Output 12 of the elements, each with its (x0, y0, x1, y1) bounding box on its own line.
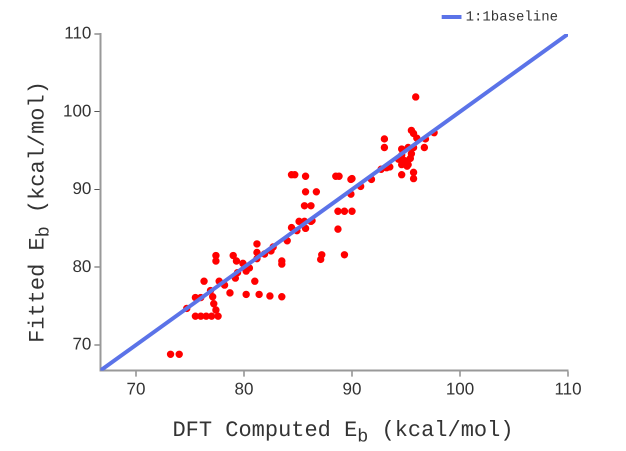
x-tick-label: 90 (342, 379, 362, 398)
x-axis-title: DFT Computed E$_{b}$ (kcal/mol) (171, 418, 515, 448)
y-tick-label: 70 (72, 334, 92, 354)
y-tick-label: 100 (62, 101, 92, 120)
y-tick-label: 110 (64, 24, 92, 43)
y-tick-label: 90 (72, 179, 92, 198)
y-tick-label: 80 (72, 256, 92, 276)
x-tick-label: 110 (554, 379, 582, 398)
x-tick-label: 70 (126, 379, 146, 398)
legend-label: 1:1baseline (466, 10, 558, 26)
x-tick-label: 100 (446, 379, 474, 398)
x-tick-label: 80 (234, 379, 254, 398)
